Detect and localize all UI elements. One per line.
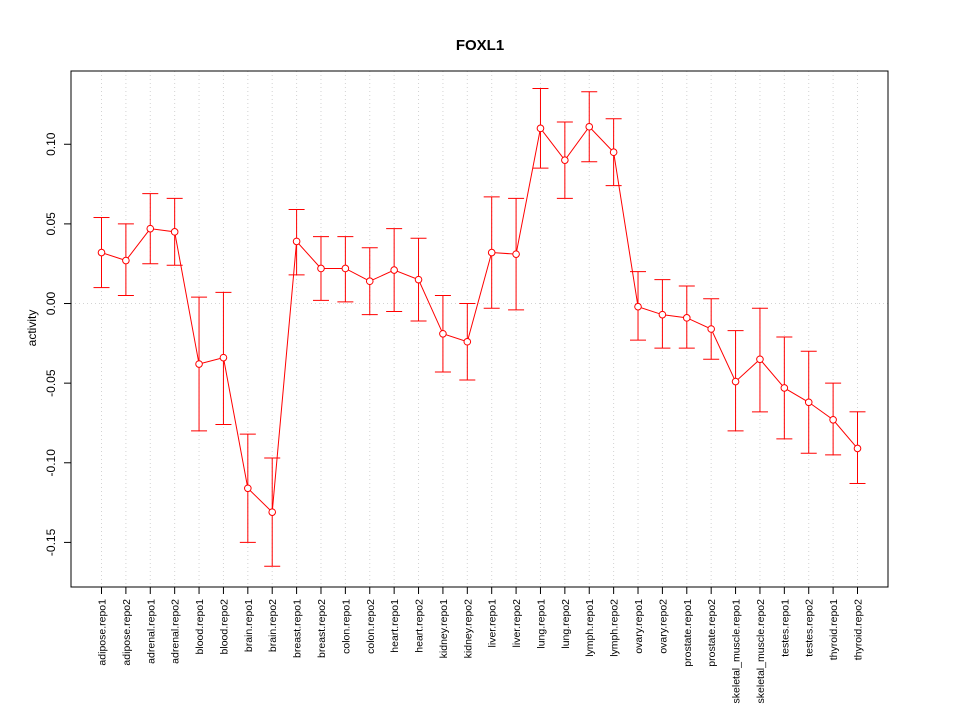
x-tick-label: testes.repo2	[804, 599, 816, 657]
y-tick-label: 0.10	[44, 132, 58, 156]
data-point	[341, 264, 350, 273]
data-point	[365, 277, 374, 286]
x-tick-label: prostate.repo2	[706, 599, 718, 667]
x-tick-label: kidney.repo1	[438, 599, 450, 659]
data-point	[853, 444, 862, 453]
y-tick-label: -0.05	[44, 369, 58, 397]
x-tick-label: kidney.repo2	[462, 599, 474, 659]
x-tick-label: breast.repo1	[292, 599, 304, 658]
data-point	[487, 248, 496, 257]
data-point	[268, 508, 277, 516]
data-point	[390, 266, 398, 274]
x-tick-label: ovary.repo2	[657, 599, 669, 654]
y-axis-label: activity	[25, 310, 39, 347]
x-tick-label: adipose.repo1	[97, 599, 109, 666]
data-point	[634, 302, 642, 311]
data-point	[609, 148, 618, 157]
x-tick-label: skeletal_muscle.repo2	[755, 599, 767, 704]
data-point	[170, 228, 179, 236]
grid-layer	[71, 71, 888, 587]
x-tick-label: lymph.repo1	[584, 599, 596, 657]
data-point	[97, 248, 106, 257]
data-point	[463, 337, 472, 346]
x-tick-label: adrenal.repo2	[170, 599, 182, 664]
x-tick-label: thyroid.repo2	[853, 599, 865, 660]
data-point	[682, 314, 691, 322]
y-tick-label: -0.15	[44, 528, 58, 556]
data-point	[292, 237, 301, 246]
x-tick-label: blood.repo1	[194, 599, 206, 655]
data-point	[317, 264, 325, 273]
data-point	[829, 415, 837, 424]
data-point	[658, 310, 667, 319]
x-tick-label: testes.repo1	[779, 599, 791, 657]
data-point	[561, 156, 569, 164]
data-point	[731, 377, 740, 386]
points-layer	[97, 122, 862, 516]
data-point	[780, 384, 789, 392]
y-tick-label: 0.05	[44, 212, 58, 236]
data-point	[414, 275, 423, 284]
data-point	[195, 360, 203, 368]
x-tick-label: colon.repo2	[365, 599, 377, 654]
data-point	[146, 224, 155, 233]
x-tick-label: skeletal_muscle.repo1	[731, 599, 743, 704]
data-point	[122, 256, 130, 265]
x-tick-label: liver.repo2	[511, 599, 523, 648]
data-point	[756, 355, 764, 364]
data-point	[707, 325, 715, 333]
x-tick-label: adrenal.repo1	[145, 599, 157, 664]
x-tick-label: thyroid.repo1	[828, 599, 840, 660]
chart-title: FOXL1	[456, 37, 504, 54]
series-line-layer	[101, 125, 858, 514]
x-tick-label: adipose.repo2	[121, 599, 133, 666]
x-tick-label: lung.repo2	[560, 599, 572, 649]
y-tick-label: 0.00	[44, 292, 58, 316]
x-tick-label: prostate.repo1	[682, 599, 694, 667]
plot-frame	[70, 70, 889, 588]
x-tick-label: liver.repo1	[487, 599, 499, 648]
x-tick-label: breast.repo2	[316, 599, 328, 658]
data-point	[536, 124, 545, 133]
y-tick-label: -0.10	[44, 449, 58, 477]
axes-layer: -0.15 -0.10 -0.05 0.00 0.05 0.10 adipose.repo1…	[44, 132, 865, 703]
x-tick-label: lung.repo1	[535, 599, 547, 649]
x-tick-label: blood.repo2	[218, 599, 230, 655]
x-tick-label: heart.repo1	[389, 599, 401, 653]
x-tick-label: lymph.repo2	[609, 599, 621, 657]
data-point	[585, 122, 594, 131]
data-point	[244, 484, 252, 493]
x-tick-label: brain.repo1	[243, 599, 255, 652]
data-point	[219, 353, 228, 362]
x-tick-label: ovary.repo1	[633, 599, 645, 654]
x-tick-label: colon.repo1	[340, 599, 352, 654]
data-point	[804, 398, 813, 407]
error-bars-layer	[93, 88, 866, 567]
x-tick-label: heart.repo2	[414, 599, 426, 653]
data-point	[439, 329, 447, 338]
x-tick-label: brain.repo2	[267, 599, 279, 652]
series-line	[101, 125, 858, 514]
data-point	[512, 250, 520, 258]
